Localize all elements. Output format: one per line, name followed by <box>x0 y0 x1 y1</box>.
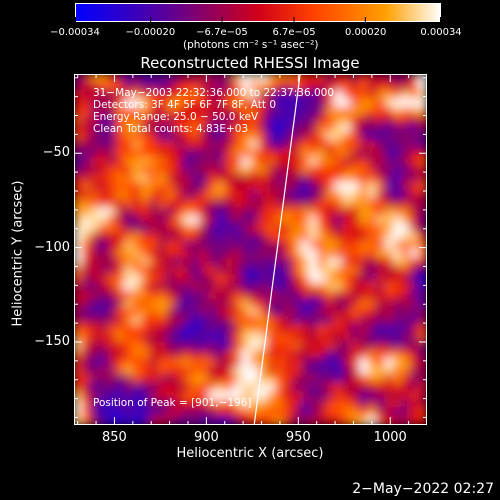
heatmap-image <box>74 74 427 425</box>
x-tick-label: 900 <box>193 430 219 445</box>
colorbar-tick-label: 0.00034 <box>420 27 462 38</box>
colorbar-units-label: (photons cm⁻² s⁻¹ asec⁻²) <box>183 39 319 51</box>
y-tick-label: −100 <box>34 239 70 255</box>
x-tick-label: 1000 <box>373 430 407 445</box>
footer-date: 2−May−2022 02:27 <box>352 481 494 497</box>
colorbar-tick-label: 6.7e−05 <box>272 27 316 38</box>
plot-frame <box>74 74 427 425</box>
x-axis-label: Heliocentric X (arcsec) <box>176 446 324 461</box>
annotation-detectors: Detectors: 3F 4F 5F 6F 7F 8F, Att 0 <box>93 99 277 111</box>
plot-area <box>74 74 427 425</box>
colorbar-tick-label: −0.00020 <box>125 27 176 38</box>
plot-title: Reconstructed RHESSI Image <box>140 54 360 72</box>
y-axis-label: Heliocentric Y (arcsec) <box>10 180 26 327</box>
colorbar-tick-label: −6.7e−05 <box>196 27 248 38</box>
solar-limb-line <box>253 74 301 425</box>
annotation-peak: Position of Peak = [901,−196] <box>93 397 252 409</box>
colorbar-tick-label: 0.00020 <box>344 27 387 38</box>
colorbar <box>75 3 441 22</box>
annotation-energy: Energy Range: 25.0 − 50.0 keV <box>93 111 259 123</box>
x-tick-label: 950 <box>285 430 311 445</box>
x-tick-label: 850 <box>102 430 127 445</box>
annotation-counts: Clean Total counts: 4.83E+03 <box>93 123 249 135</box>
y-tick-label: −50 <box>42 145 70 161</box>
colorbar-tick-label: −0.00034 <box>50 27 100 38</box>
axis-ticks <box>74 74 427 425</box>
annotation-time: 31−May−2003 22:32:36.000 to 22:37:36.000 <box>93 87 335 99</box>
y-tick-label: −150 <box>34 333 70 349</box>
